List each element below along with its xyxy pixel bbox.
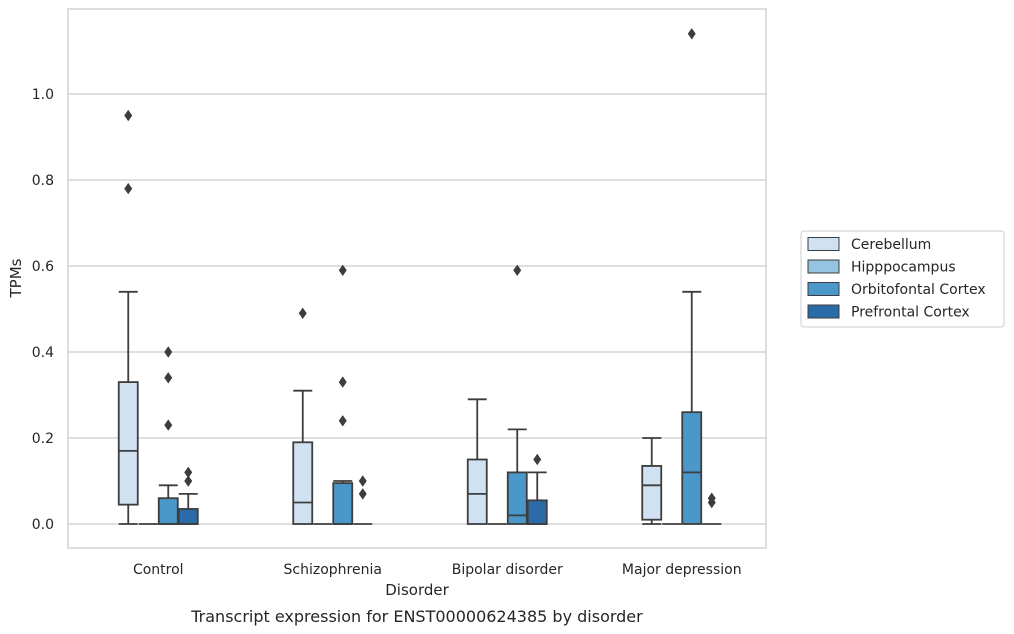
figure-caption: Transcript expression for ENST0000062438… <box>190 607 643 626</box>
outlier-point <box>533 453 542 466</box>
outlier-point <box>164 372 173 384</box>
box-iqr <box>177 508 199 525</box>
outlier-point <box>338 264 347 276</box>
outlier-point <box>338 415 347 427</box>
y-tick-label: 0.6 <box>32 259 54 275</box>
x-tick-label: Schizophrenia <box>284 562 382 578</box>
box-schizophrenia-prefrontal-cortex <box>353 475 373 525</box>
box-iqr <box>292 441 314 525</box>
legend: Cerebellum Hipppocampus Orbitofontal Corte… <box>800 230 1005 328</box>
legend-swatch <box>807 259 840 274</box>
box-control-cerebellum <box>117 109 139 525</box>
box-schizophrenia-cerebellum <box>292 307 314 525</box>
box-iqr <box>332 482 354 525</box>
legend-frame <box>800 230 1005 328</box>
outlier-point <box>124 182 133 195</box>
box-iqr <box>681 411 703 525</box>
outlier-point <box>358 488 367 500</box>
y-axis-title: TPMs <box>7 258 25 298</box>
y-tick-label: 0.4 <box>32 345 54 361</box>
legend-swatch <box>807 237 840 251</box>
box-iqr <box>157 497 179 525</box>
boxes <box>117 28 722 525</box>
box-major-depression-cerebellum <box>641 437 663 525</box>
legend-label: Prefrontal Cortex <box>851 305 970 321</box>
box-schizophrenia-orbitofontal-cortex <box>332 264 354 525</box>
y-tick-label: 0.0 <box>32 517 54 533</box>
outlier-point <box>513 264 522 276</box>
legend-swatch <box>807 282 840 296</box>
x-tick-labels: Control Schizophrenia Bipolar disorder Majo… <box>133 562 742 578</box>
plot-area-frame <box>67 8 767 549</box>
outlier-point <box>184 475 193 487</box>
outlier-point <box>124 109 133 122</box>
legend-label: Hipppocampus <box>851 260 956 276</box>
x-tick-label: Control <box>133 562 184 578</box>
box-iqr <box>506 471 528 525</box>
grid-lines <box>68 93 766 525</box>
outlier-point <box>298 307 307 319</box>
legend-label: Cerebellum <box>851 237 931 253</box>
box-iqr <box>117 381 139 506</box>
box-iqr <box>526 499 548 525</box>
box-iqr <box>641 465 663 521</box>
outlier-point <box>687 28 696 40</box>
box-major-depression-orbitofontal-cortex <box>681 28 703 525</box>
y-tick-label: 0.2 <box>32 431 54 447</box>
y-tick-label: 1.0 <box>32 87 54 103</box>
y-tick-labels: 0.0 0.2 0.4 0.6 0.8 1.0 <box>32 87 54 533</box>
box-bipolar-disorder-prefrontal-cortex <box>526 453 548 525</box>
legend-label: Orbitofontal Cortex <box>851 282 986 298</box>
box-control-prefrontal-cortex <box>177 466 199 525</box>
legend-swatch <box>807 304 840 319</box>
box-major-depression-prefrontal-cortex <box>702 492 722 525</box>
outlier-point <box>164 419 173 431</box>
box-iqr <box>466 458 488 525</box>
x-axis-title: Disorder <box>385 581 449 599</box>
outlier-point <box>338 376 347 388</box>
outlier-point <box>184 466 193 479</box>
y-tick-label: 0.8 <box>32 173 54 189</box>
box-bipolar-disorder-cerebellum <box>466 398 488 525</box>
x-tick-label: Major depression <box>622 562 742 578</box>
box-control-orbitofontal-cortex <box>157 346 179 525</box>
outlier-point <box>358 475 367 487</box>
outlier-point <box>707 492 716 504</box>
x-tick-label: Bipolar disorder <box>452 562 563 578</box>
box-bipolar-disorder-orbitofontal-cortex <box>506 264 528 525</box>
outlier-point <box>164 346 173 358</box>
